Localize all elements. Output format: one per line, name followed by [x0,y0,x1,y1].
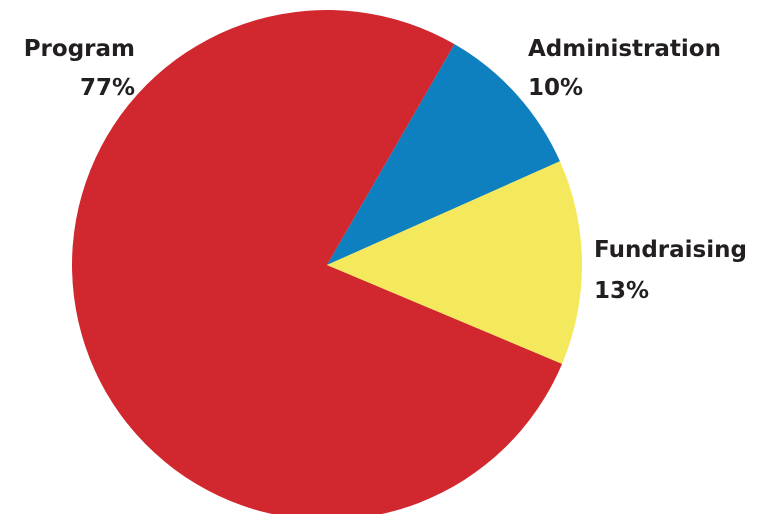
label-program-name: Program [24,36,135,62]
label-fundraising-name: Fundraising [594,237,747,263]
slice-fundraising [327,161,583,364]
pie-slices [72,10,583,514]
slice-administration [327,44,560,265]
slice-program [72,10,563,514]
label-administration-percent: 10% [528,75,583,101]
label-administration-name: Administration [528,36,721,62]
slice-labels: Program 77% Administration 10% Fundraisi… [24,36,747,304]
label-fundraising-percent: 13% [594,278,649,304]
label-program-percent: 77% [80,75,135,101]
